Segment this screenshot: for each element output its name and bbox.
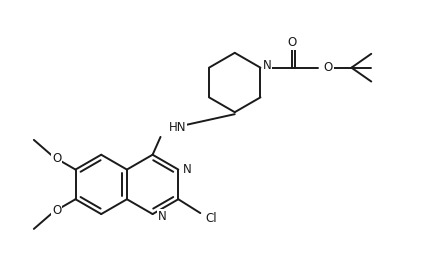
Text: HN: HN [168,120,186,134]
Text: N: N [183,163,192,176]
Text: O: O [287,36,297,50]
Text: O: O [52,204,61,217]
Text: Cl: Cl [205,212,217,224]
Text: N: N [262,59,271,72]
Text: O: O [52,152,61,165]
Text: O: O [324,61,333,74]
Text: N: N [158,209,166,223]
